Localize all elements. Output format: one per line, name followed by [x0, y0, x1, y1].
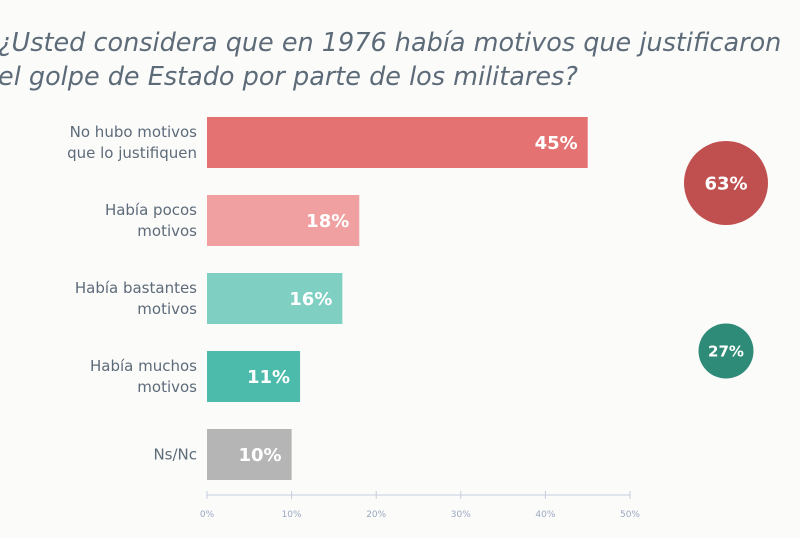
category-label: Había pocos: [105, 201, 197, 219]
x-tick-label: 30%: [451, 510, 471, 520]
bar-value-label: 18%: [306, 211, 349, 232]
bar-5: [207, 429, 292, 480]
bar-4: [207, 351, 301, 402]
category-label: que lo justifiquen: [67, 144, 197, 162]
bar-value-label: 10%: [239, 445, 282, 466]
bar-1: [207, 117, 588, 168]
x-tick-label: 50%: [620, 510, 640, 520]
bar-2: [207, 195, 360, 246]
x-tick-label: 10%: [282, 510, 302, 520]
category-label: motivos: [137, 222, 197, 240]
category-label: Había muchos: [90, 357, 197, 375]
category-label: motivos: [137, 378, 197, 396]
chart-title-line-1: ¿Usted considera que en 1976 había motiv…: [0, 28, 782, 58]
category-label: No hubo motivos: [70, 123, 198, 141]
x-tick-label: 40%: [535, 510, 555, 520]
summary-bubble-1: [684, 141, 768, 225]
summary-bubble-2: [698, 323, 754, 379]
x-tick-label: 0%: [200, 510, 215, 520]
summary-bubble-label: 63%: [704, 173, 747, 194]
bar-value-label: 11%: [247, 367, 290, 388]
bar-3: [207, 273, 343, 324]
bar-value-label: 16%: [289, 289, 332, 310]
summary-bubble-label: 27%: [708, 342, 744, 360]
chart-title: ¿Usted considera que en 1976 había motiv…: [0, 26, 798, 94]
category-label: motivos: [137, 300, 197, 318]
x-tick-label: 20%: [366, 510, 386, 520]
chart-title-line-2: el golpe de Estado por parte de los mili…: [0, 62, 578, 92]
category-label: Había bastantes: [75, 279, 197, 297]
bar-value-label: 45%: [535, 133, 578, 154]
category-label: Ns/Nc: [153, 446, 197, 464]
